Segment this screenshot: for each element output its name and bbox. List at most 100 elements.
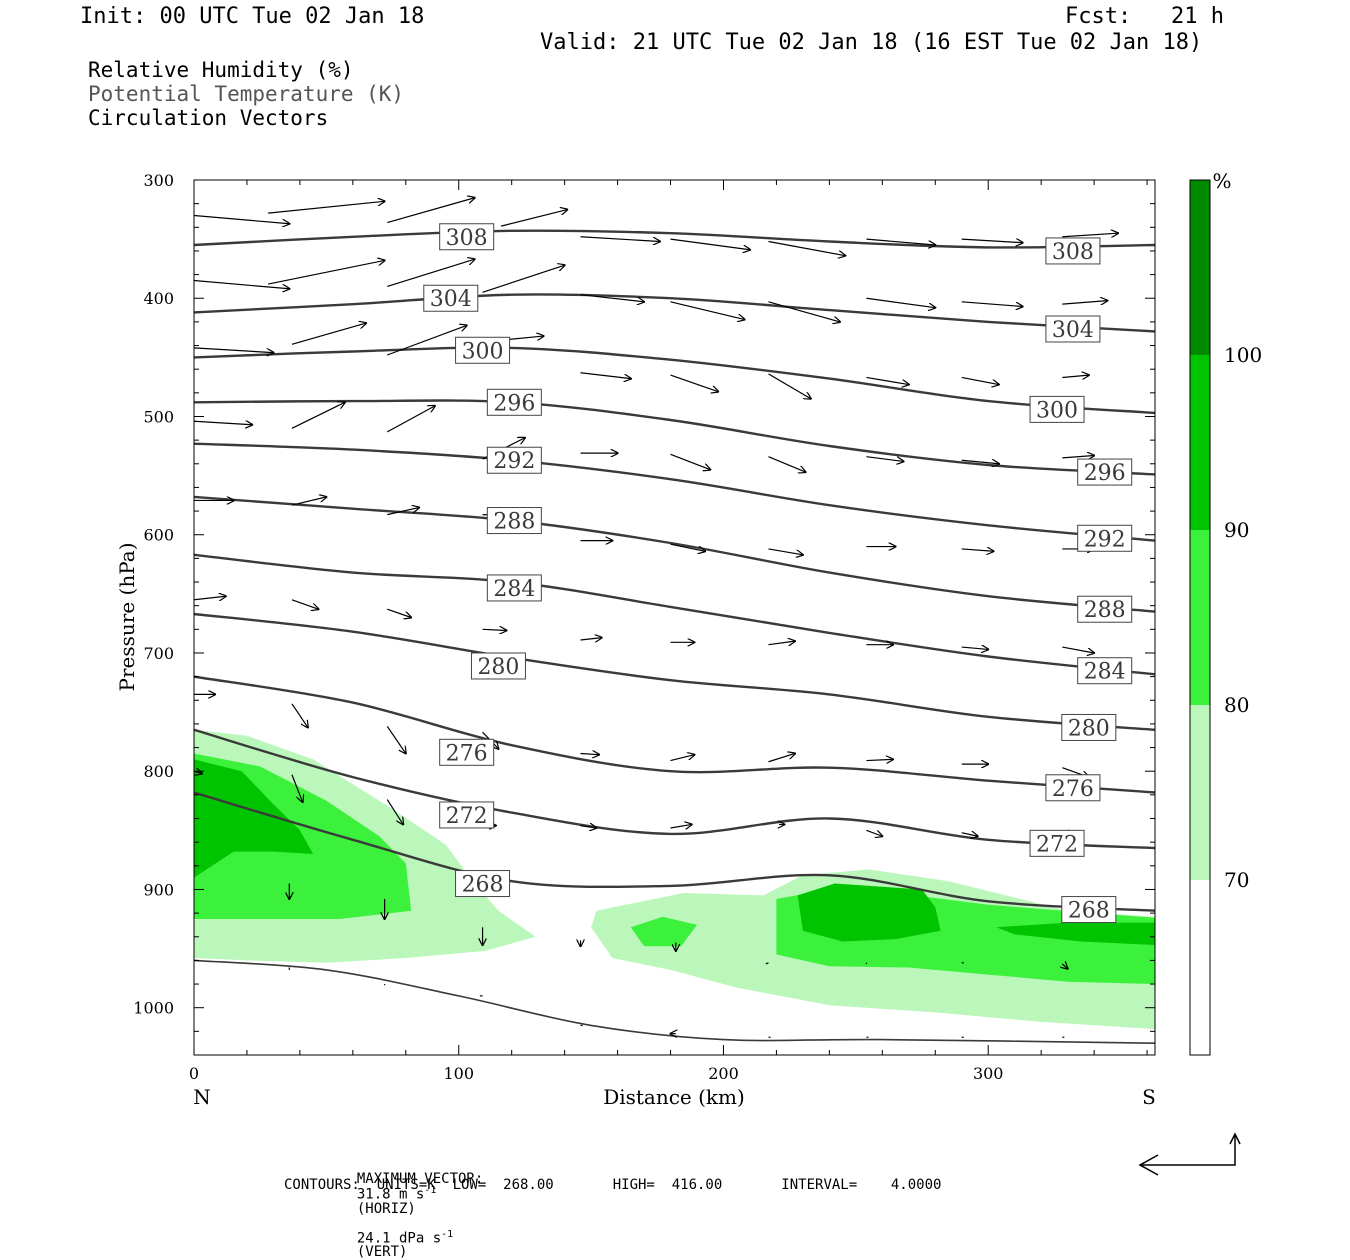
svg-text:268: 268 [1068, 899, 1110, 924]
vector-78 [961, 833, 978, 837]
vector-36 [768, 456, 805, 472]
vector-45 [670, 543, 705, 551]
vector-32 [386, 406, 435, 433]
colorbar-segment-0 [1190, 180, 1210, 355]
vector-14 [580, 294, 645, 302]
rh-region-90-6 [797, 883, 941, 942]
colorbar-segment-1 [1190, 355, 1210, 530]
theta-contour-288 [194, 495, 1155, 613]
x-tick-label-0: 0 [189, 1064, 199, 1083]
plot-frame [193, 179, 1156, 1056]
vector-20 [194, 347, 273, 353]
vector-51 [291, 599, 318, 609]
theta-contour-280 [194, 612, 1155, 731]
vector-30 [194, 421, 252, 425]
vector-11 [268, 260, 384, 285]
legend-potential-temperature: Potential Temperature (K) [88, 82, 405, 106]
colorbar-segment-3 [1190, 705, 1210, 880]
svg-text:304: 304 [1052, 318, 1094, 343]
vector-71 [291, 774, 303, 802]
vector-39 [1062, 456, 1094, 458]
vector-18 [961, 301, 1023, 307]
vector-35 [670, 453, 711, 469]
vector-9 [1062, 233, 1118, 237]
theta-label-272-1: 272 [1029, 829, 1085, 857]
theta-contour-304 [194, 293, 1155, 333]
theta-contour-272 [194, 728, 1155, 850]
y-tick-label-400: 400 [143, 289, 174, 308]
y-tick-label-500: 500 [143, 407, 174, 426]
svg-text:300: 300 [1036, 398, 1078, 423]
rh-region-90-5 [194, 759, 314, 878]
vector-46 [768, 548, 802, 555]
vector-8 [961, 239, 1023, 243]
vector-65 [670, 755, 695, 762]
vector-75 [670, 824, 692, 828]
svg-text:276: 276 [1052, 777, 1094, 802]
axes: 300 400 500 600 700 800 900 1000 0 100 200 300 [133, 171, 1155, 1083]
vector-67 [866, 759, 892, 760]
vector-64 [580, 753, 600, 754]
theta-contour-308 [194, 229, 1155, 249]
vector-17 [866, 297, 935, 307]
theta-label-296-0: 296 [486, 388, 542, 416]
theta-label-284-1: 284 [1077, 657, 1133, 685]
theta-contour-292 [194, 442, 1155, 542]
vector-59 [1062, 646, 1094, 653]
colorbar-level-90: 90 [1224, 518, 1249, 542]
vert-suffix: (VERT) [356, 1244, 408, 1260]
svg-text:304: 304 [430, 287, 472, 312]
vector-42 [387, 508, 419, 516]
vector-62 [386, 725, 406, 753]
vector-61 [291, 703, 308, 728]
cross-section-chart: 308 308 304 304 300 300 296 296 292 292 288 288 284 2… [115, 169, 1262, 1176]
theta-label-300-0: 300 [455, 336, 511, 364]
vector-22 [387, 325, 466, 356]
theta-label-280-0: 280 [470, 652, 526, 680]
vector-72 [386, 799, 403, 825]
x-tick-label-300: 300 [973, 1064, 1004, 1083]
colorbar: % 100 90 80 70 [1189, 169, 1262, 1056]
legend-circulation-vectors: Circulation Vectors [88, 106, 329, 130]
svg-text:308: 308 [446, 226, 488, 251]
y-axis-title: Pressure (hPa) [115, 543, 139, 692]
vector-29 [1062, 375, 1088, 377]
svg-text:280: 280 [477, 655, 519, 680]
colorbar-level-100: 100 [1224, 343, 1262, 367]
vector-54 [580, 638, 602, 640]
rh-region-90-7 [996, 922, 1155, 945]
vector-26 [768, 373, 810, 399]
forecast-hour: Fcst: 21 h [1065, 4, 1224, 29]
theta-label-272-0: 272 [439, 801, 495, 829]
theta-label-288-1: 288 [1077, 595, 1133, 623]
colorbar-frame [1189, 179, 1211, 1056]
vector-56 [768, 641, 794, 645]
exp-vert: -1 [441, 1228, 454, 1240]
vector-21 [291, 323, 366, 345]
legend-relative-humidity: Relative Humidity (%) [88, 58, 354, 82]
x-tick-label-200: 200 [708, 1064, 739, 1083]
vector-0 [194, 214, 289, 223]
y-tick-label-900: 900 [143, 880, 174, 899]
potential-temperature-contours [194, 229, 1155, 1044]
vector-5 [670, 238, 750, 250]
theta-label-308-0: 308 [439, 223, 495, 251]
vector-27 [866, 376, 908, 384]
svg-text:288: 288 [493, 510, 535, 535]
vector-2 [387, 198, 474, 224]
colorbar-segment-2 [1190, 530, 1210, 705]
max-vector-label: MAXIMUM VECTOR: [356, 1171, 484, 1187]
vector-6 [768, 240, 845, 255]
svg-text:272: 272 [446, 804, 488, 829]
theta-label-276-1: 276 [1045, 774, 1101, 802]
relative-humidity-fill [194, 729, 1155, 1029]
colorbar-level-80: 80 [1224, 693, 1249, 717]
vector-1 [268, 201, 384, 214]
theta-label-296-1: 296 [1077, 458, 1133, 486]
vector-74 [580, 826, 597, 828]
svg-text:292: 292 [1084, 527, 1126, 552]
horiz-suffix: (HORIZ) [356, 1200, 416, 1217]
theta-label-288-0: 288 [486, 507, 542, 535]
svg-text:268: 268 [462, 873, 504, 898]
svg-text:300: 300 [462, 339, 504, 364]
